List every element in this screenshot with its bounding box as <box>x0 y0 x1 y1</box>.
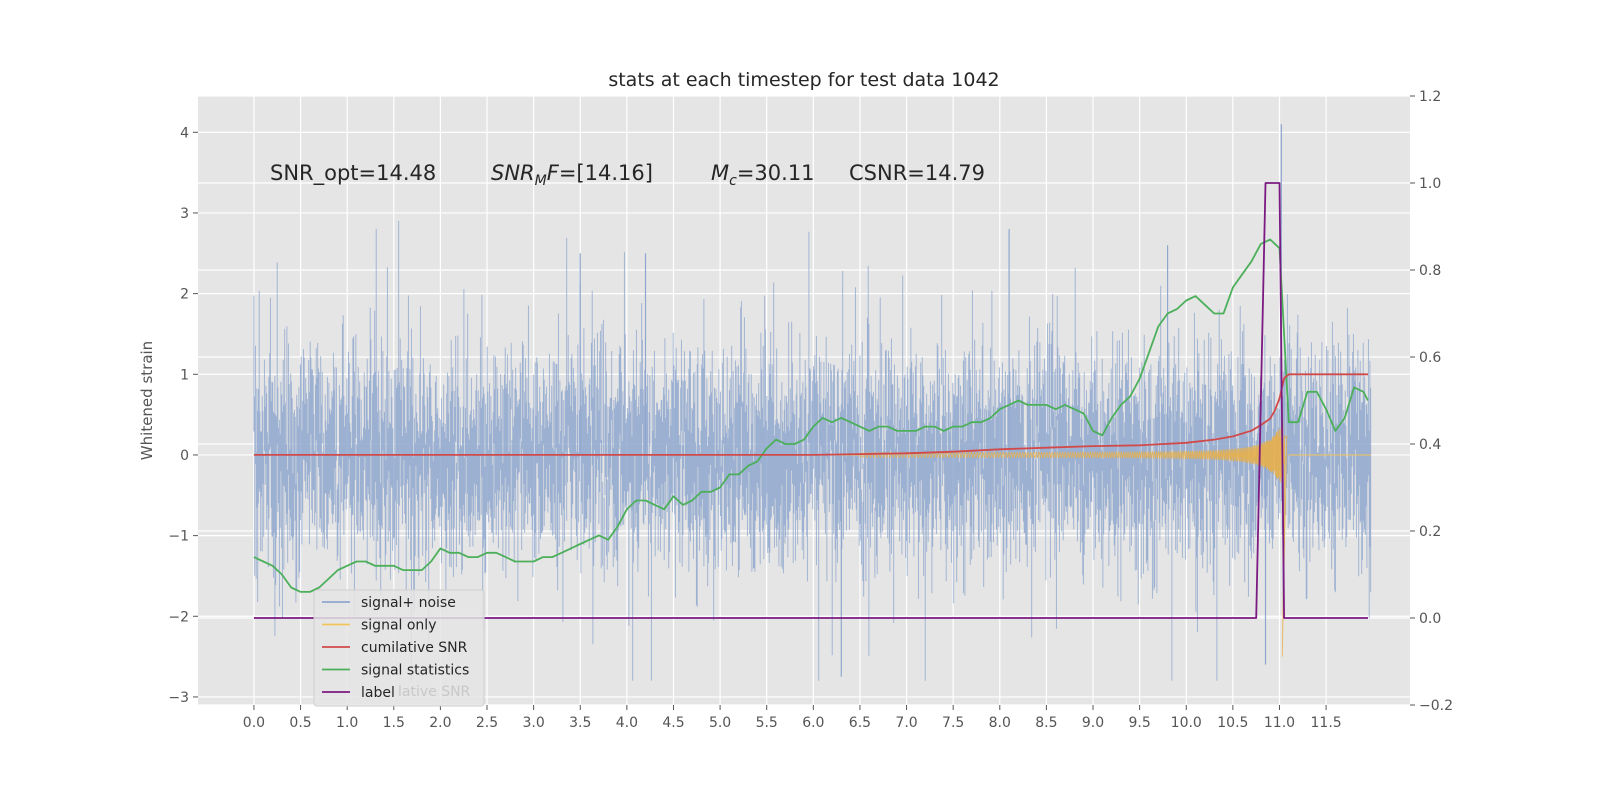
annotation-csnr: CSNR=14.79 <box>849 161 985 185</box>
x-tick-label: 4.5 <box>662 715 684 731</box>
series-line-cumilative-SNR <box>253 373 1368 456</box>
x-tick-label: 4.0 <box>616 715 638 731</box>
annotation-snr-mf-f: F <box>547 161 560 185</box>
x-tick-label: 7.5 <box>942 715 964 731</box>
annotations: SNR_opt=14.48 SNRMF=[14.16] Mc=30.11 CSN… <box>270 161 985 189</box>
y-tick-label-left: −1 <box>168 529 189 545</box>
axis-ticks: 0.0 0.5 1.0 1.5 2.0 2.5 3.0 3.5 4.0 4.5 5.0 5.5 6.0 6… <box>168 89 1453 731</box>
x-tick-label: 1.5 <box>383 715 405 731</box>
series-lines <box>253 182 1369 619</box>
annotation-mc-symbol: M <box>711 161 729 185</box>
legend-label: signal+ noise <box>361 595 456 611</box>
x-tick-label: 10.0 <box>1171 715 1202 731</box>
legend-ghost-text: lative SNR <box>398 684 471 700</box>
x-tick-label: 2.0 <box>429 715 451 731</box>
y-tick-label-left: 0 <box>180 448 189 464</box>
y-tick-label-right: 0.4 <box>1419 437 1441 453</box>
annotation-mc-subscript: c <box>729 173 737 189</box>
legend-label: signal only <box>361 618 436 634</box>
signal-only-path <box>859 422 1288 657</box>
y-tick-label-right: 1.0 <box>1419 176 1441 192</box>
x-tick-label: 9.0 <box>1082 715 1104 731</box>
y-tick-label-left: 3 <box>180 206 189 222</box>
x-tick-label: 11.0 <box>1264 715 1295 731</box>
legend-label: label <box>361 685 395 701</box>
y-tick-label-right: −0.2 <box>1419 698 1453 714</box>
annotation-snr-mf-value: =[14.16] <box>559 161 653 185</box>
y-tick-label-left: 1 <box>180 367 189 383</box>
x-tick-label: 9.5 <box>1128 715 1150 731</box>
y-tick-label-right: 0.0 <box>1419 611 1441 627</box>
x-tick-label: 1.0 <box>336 715 358 731</box>
chart-title: stats at each timestep for test data 104… <box>608 69 999 91</box>
y-tick-label-left: 2 <box>180 287 189 303</box>
annotation-chirp-mass: Mc=30.11 <box>711 161 815 189</box>
x-tick-label: 8.0 <box>989 715 1011 731</box>
x-tick-label: 2.5 <box>476 715 498 731</box>
annotation-snr-mf: SNRMF=[14.16] <box>491 161 653 189</box>
annotation-snr-mf-symbol: SNR <box>491 161 535 185</box>
x-tick-label: 11.5 <box>1311 715 1342 731</box>
x-tick-label: 5.0 <box>709 715 731 731</box>
x-tick-label: 8.5 <box>1035 715 1057 731</box>
legend-label: signal statistics <box>361 663 469 679</box>
y-tick-label-left: −2 <box>168 609 189 625</box>
x-tick-label: 3.0 <box>522 715 544 731</box>
x-tick-label: 0.5 <box>289 715 311 731</box>
legend-box <box>313 589 485 707</box>
annotation-mc-value: =30.11 <box>737 161 815 185</box>
x-tick-label: 7.0 <box>895 715 917 731</box>
y-tick-label-right: 0.2 <box>1419 524 1441 540</box>
y-tick-label-left: −3 <box>168 690 189 706</box>
x-tick-label: 6.5 <box>849 715 871 731</box>
annotation-snr-mf-subscript: M <box>535 173 547 189</box>
annotation-snr-opt: SNR_opt=14.48 <box>270 161 436 186</box>
y-tick-label-left: 4 <box>180 125 189 141</box>
x-tick-label: 0.0 <box>243 715 265 731</box>
legend: lative SNR signal+ noise signal only cumila… <box>313 589 485 707</box>
y-tick-label-right: 1.2 <box>1419 89 1441 105</box>
y-tick-label-right: 0.6 <box>1419 350 1441 366</box>
legend-label: cumilative SNR <box>361 640 468 656</box>
x-tick-label: 6.0 <box>802 715 824 731</box>
y-tick-label-right: 0.8 <box>1419 263 1441 279</box>
series-line-label <box>253 182 1368 619</box>
series-line-signal-statistics <box>253 238 1369 593</box>
x-tick-label: 5.5 <box>756 715 778 731</box>
x-tick-label: 10.5 <box>1217 715 1248 731</box>
y-axis-label-left: Whitened strain <box>138 341 156 460</box>
x-tick-label: 3.5 <box>569 715 591 731</box>
